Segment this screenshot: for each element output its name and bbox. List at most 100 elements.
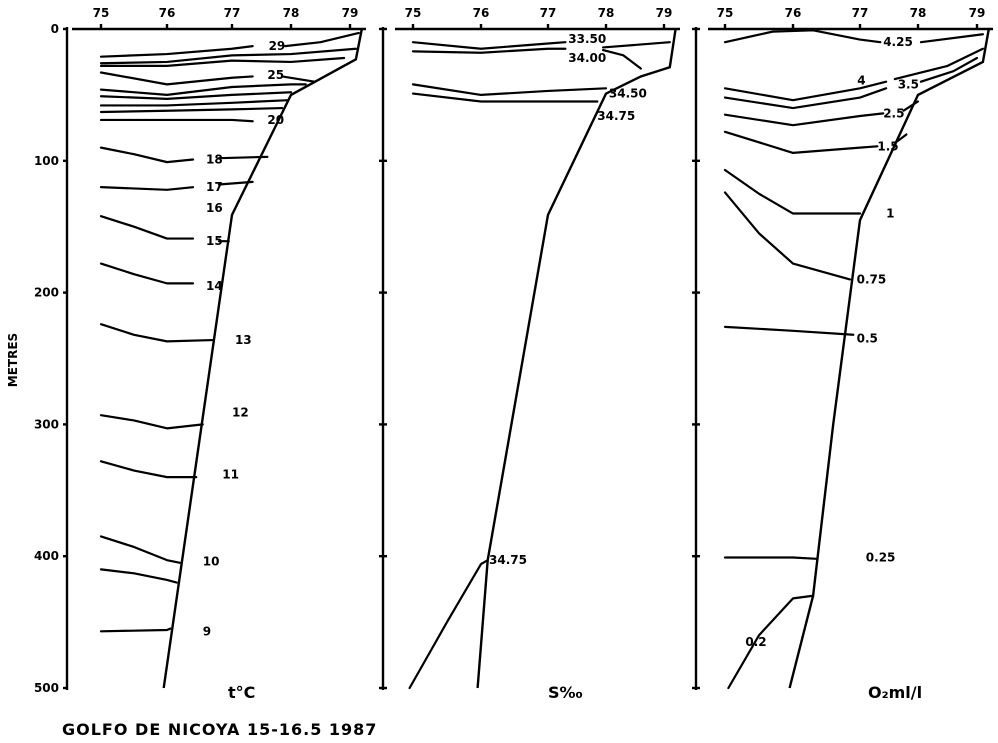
- isoline: [723, 87, 888, 110]
- top-axis-tick-label: 75: [405, 6, 422, 20]
- top-axis-tick-label: 78: [598, 6, 615, 20]
- isoline-label: 10: [203, 554, 220, 568]
- isoline: [281, 75, 316, 83]
- isoline: [99, 99, 290, 107]
- isoline: [99, 56, 346, 68]
- isoline-label: 29: [269, 39, 286, 53]
- isoline: [99, 47, 357, 65]
- y-axis-label: METRES: [6, 333, 20, 387]
- panel-oxygen: 75 76 77 78 79 4.25 4 3.5 2.5 1.5 1 0.75 0.5 0.25 0.2 O…: [692, 6, 993, 702]
- isoline-label: 4: [857, 73, 865, 87]
- depth-tick-label: 100: [34, 154, 59, 168]
- isoline: [723, 80, 888, 102]
- isoline-label: 0.2: [745, 635, 766, 649]
- depth-tick-label: 200: [34, 286, 59, 300]
- isoline-label: 0.5: [857, 332, 878, 346]
- isoline-label: 2.5: [883, 106, 904, 120]
- isoline: [723, 29, 882, 44]
- isoline: [99, 215, 195, 240]
- isoline: [919, 56, 979, 83]
- isoline: [411, 92, 599, 103]
- isoline-label: 34.50: [609, 87, 647, 101]
- isoline-label: 0.25: [866, 551, 896, 565]
- isoline: [284, 31, 360, 48]
- top-axis-tick-label: 75: [93, 6, 110, 20]
- panel-title: t°C: [228, 683, 255, 702]
- isoline: [723, 325, 855, 336]
- isoline: [411, 41, 567, 50]
- isoline-label: 34.75: [489, 553, 527, 567]
- isoline-label: 34.75: [597, 109, 635, 123]
- top-axis-tick-label: 76: [785, 6, 802, 20]
- isoline-label: 1: [886, 207, 894, 221]
- isoline: [217, 155, 269, 160]
- top-axis-tick-label: 79: [656, 6, 673, 20]
- top-axis-tick-label: 77: [224, 6, 241, 20]
- isoline-label: 1.5: [877, 139, 898, 153]
- isoline: [902, 100, 920, 112]
- isoline: [99, 91, 293, 100]
- isoline: [723, 130, 879, 154]
- isoline-label: 18: [206, 152, 223, 166]
- isoline: [411, 83, 608, 97]
- isoline-label: 15: [206, 234, 223, 248]
- depth-tick-label: 300: [34, 417, 59, 431]
- isoline: [99, 83, 307, 97]
- isoline-label: 20: [267, 113, 284, 127]
- isoline-label: 25: [267, 68, 284, 82]
- isoline: [99, 186, 195, 191]
- isoline-label: 0.75: [857, 272, 887, 286]
- isoline: [601, 41, 671, 49]
- isoline-label: 34.00: [568, 51, 606, 65]
- isoline: [723, 191, 852, 281]
- top-axis-tick-label: 76: [473, 6, 490, 20]
- isoline: [217, 180, 254, 186]
- isoline-label: 9: [203, 624, 211, 638]
- top-axis-tick-label: 76: [159, 6, 176, 20]
- isoline: [99, 118, 254, 123]
- isoline: [411, 47, 567, 54]
- top-axis-tick-label: 77: [540, 6, 557, 20]
- isoline-label: 3.5: [898, 77, 919, 91]
- isoline-label: 12: [232, 406, 249, 420]
- isoline: [723, 168, 862, 215]
- isoline: [99, 460, 198, 479]
- isoline-label: 13: [235, 333, 252, 347]
- isoline: [99, 568, 178, 584]
- isoline-label: 33.50: [568, 32, 606, 46]
- top-axis-tick-label: 78: [283, 6, 300, 20]
- isoline: [723, 556, 818, 560]
- depth-tick-label: 500: [34, 681, 59, 695]
- isoline: [99, 45, 254, 58]
- seafloor-profile-line: [476, 28, 677, 689]
- isoline: [723, 112, 885, 127]
- top-axis-tick-label: 75: [717, 6, 734, 20]
- panel-temperature: 0 100 200 300 400 500 75 76 77 78 79 29 25 20 18 17 16 15…: [34, 6, 366, 702]
- panel-title: S‰: [548, 683, 583, 702]
- top-axis-tick-label: 79: [342, 6, 359, 20]
- isoline: [99, 106, 284, 114]
- isoline: [601, 48, 642, 70]
- isoline-label: 14: [206, 279, 223, 293]
- isoline: [99, 262, 195, 285]
- isoline: [99, 146, 195, 164]
- isoline: [99, 323, 214, 343]
- figure-caption: GOLFO DE NICOYA 15-16.5 1987: [62, 720, 377, 739]
- isoline: [893, 47, 985, 81]
- top-axis-tick-label: 78: [910, 6, 927, 20]
- isoline-label: 11: [222, 467, 239, 481]
- depth-tick-label: 0: [51, 22, 59, 36]
- isoline: [99, 414, 204, 430]
- seafloor-profile-line: [788, 28, 990, 689]
- isoline: [408, 559, 489, 690]
- seafloor-profile-line: [162, 28, 363, 689]
- isoline-label: 16: [206, 201, 223, 215]
- isoline-label: 17: [206, 180, 223, 194]
- top-axis-tick-label: 77: [852, 6, 869, 20]
- top-axis-tick-label: 79: [969, 6, 986, 20]
- depth-tick-label: 400: [34, 549, 59, 563]
- panel-title: O₂ml/l: [868, 683, 922, 702]
- isoline-label: 4.25: [883, 35, 913, 49]
- isoline: [727, 594, 815, 690]
